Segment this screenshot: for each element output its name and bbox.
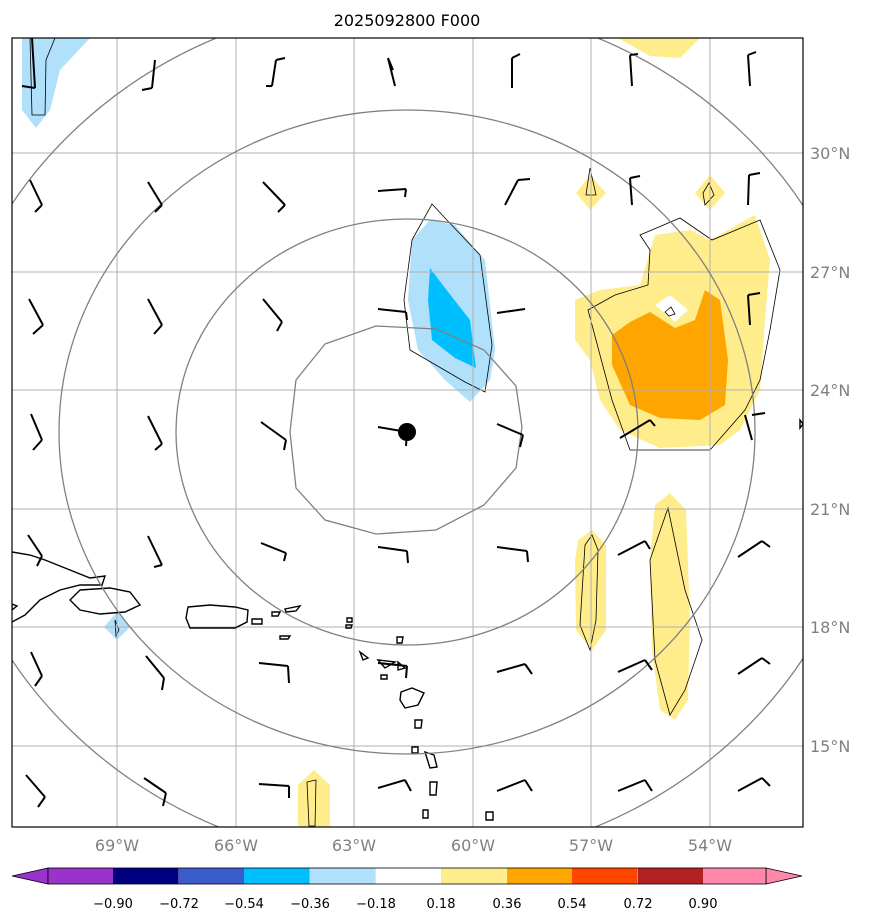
shade-orange-east: [612, 290, 728, 420]
colorbar-segment: [179, 868, 245, 884]
colorbar-tick: −0.54: [224, 897, 264, 912]
colorbar-tick: 0.54: [558, 897, 587, 912]
colorbar-segment: [48, 868, 114, 884]
colorbar-segment: [113, 868, 179, 884]
colorbar-segment: [703, 868, 766, 884]
shade-yellow-strip-2: [650, 493, 690, 720]
lat-label: 15°N: [810, 737, 850, 756]
map-frame: [11, 37, 804, 828]
colorbar-tick: −0.18: [356, 897, 396, 912]
colorbar-tick: −0.72: [159, 897, 199, 912]
colorbar-tick: −0.36: [290, 897, 330, 912]
lon-label: 63°W: [332, 836, 376, 855]
latitude-labels: 30°N 27°N 24°N 21°N 18°N 15°N: [810, 144, 850, 756]
colorbar-tick: 0.72: [624, 897, 653, 912]
shade-blue-center: [428, 268, 476, 368]
lon-label: 66°W: [214, 836, 258, 855]
colorbar-tick: 0.36: [493, 897, 522, 912]
coastlines: [12, 417, 803, 821]
colorbar-tick: 0.90: [689, 897, 718, 912]
contour-lines: [29, 38, 781, 827]
colorbar-tick: 0.18: [427, 897, 456, 912]
wind-barbs: [21, 38, 771, 808]
colorbar-segment: [507, 868, 573, 884]
colorbar-tick: −0.90: [93, 897, 133, 912]
lat-label: 30°N: [810, 144, 850, 163]
colorbar-segment: [376, 868, 442, 884]
map-plot-area: [12, 38, 803, 827]
lat-label: 27°N: [810, 263, 850, 282]
colorbar-extend-low: [11, 867, 49, 885]
storm-center-marker: [398, 423, 416, 441]
lon-label: 69°W: [95, 836, 139, 855]
colorbar-segment: [638, 868, 704, 884]
shade-light-blue-nw: [22, 38, 90, 128]
longitude-labels: 69°W 66°W 63°W 60°W 57°W 54°W: [95, 836, 732, 855]
shaded-contours: [22, 38, 770, 827]
lat-label: 21°N: [810, 500, 850, 519]
range-rings: [12, 38, 803, 827]
colorbar-segment: [572, 868, 638, 884]
map-title: 2025092800 F000: [334, 11, 481, 30]
colorbar-segment: [310, 868, 376, 884]
lon-label: 57°W: [569, 836, 613, 855]
shade-yellow-bottom: [298, 770, 330, 827]
lat-label: 24°N: [810, 381, 850, 400]
gridlines: [12, 38, 803, 827]
lon-label: 54°W: [688, 836, 732, 855]
lat-label: 18°N: [810, 618, 850, 637]
colorbar: −0.90 −0.72 −0.54 −0.36 −0.18 0.18 0.36 …: [11, 867, 803, 912]
colorbar-segment: [441, 868, 507, 884]
colorbar-segment: [244, 868, 310, 884]
lon-label: 60°W: [451, 836, 495, 855]
shade-light-yellow-top: [618, 38, 700, 58]
colorbar-extend-high: [765, 867, 803, 885]
